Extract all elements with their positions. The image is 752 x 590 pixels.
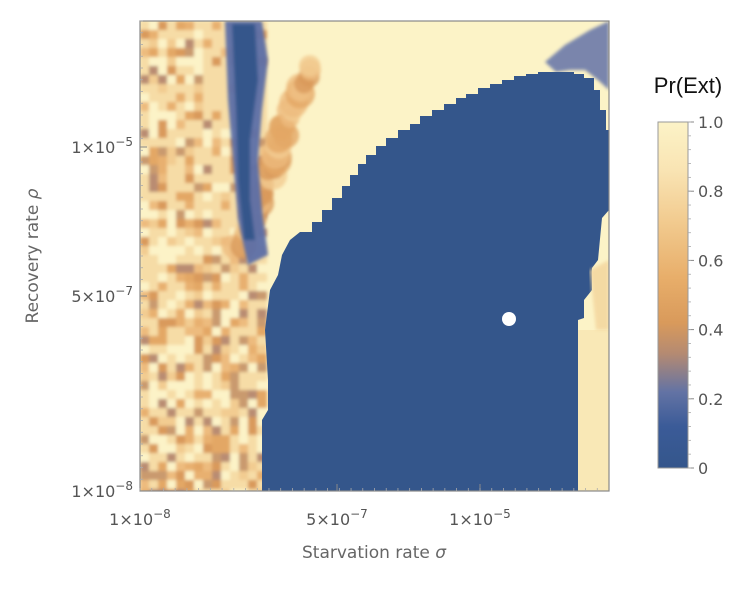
tick-label: 5×10−7 [71, 284, 133, 306]
colorbar-tick-label: 0.6 [698, 251, 723, 270]
colorbar-tick-label: 1.0 [698, 113, 723, 132]
colorbar-title: Pr(Ext) [654, 73, 722, 98]
y-axis: 1×10−8 5×10−7 1×10−5 [71, 20, 147, 501]
colorbar-tick-label: 0.8 [698, 182, 723, 201]
colorbar-tick-label: 0.2 [698, 390, 723, 409]
colorbar [657, 121, 689, 469]
x-axis-title: Starvation rate σ [302, 543, 447, 563]
plot-area [140, 21, 609, 491]
heatmap-right-strip [578, 330, 609, 491]
tick-label: 1×10−8 [109, 507, 171, 529]
x-axis: 1×10−8 5×10−7 1×10−5 [109, 484, 598, 529]
colorbar-tick-label: 0.4 [698, 321, 723, 340]
heatmap-low-extinction-region [262, 72, 609, 491]
tick-label: 1×10−5 [449, 507, 511, 529]
heatmap-blue-streak [225, 21, 268, 265]
y-axis-title: Recovery rate ρ [23, 188, 43, 323]
tick-label: 5×10−7 [306, 507, 368, 529]
colorbar-tick-label: 0 [698, 459, 708, 478]
tick-label: 1×10−5 [71, 135, 133, 157]
colorbar-axis: 0 0.2 0.4 0.6 0.8 1.0 [688, 113, 723, 478]
heatmap-edge-streak [545, 21, 609, 90]
highlight-point [502, 312, 516, 326]
heatmap-orange-ridge [222, 55, 321, 260]
tick-label: 1×10−8 [71, 479, 133, 501]
